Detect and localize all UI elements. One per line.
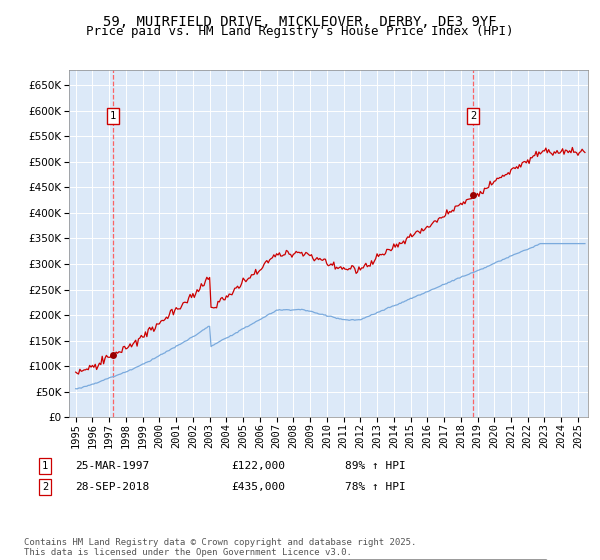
Text: 59, MUIRFIELD DRIVE, MICKLEOVER, DERBY, DE3 9YF: 59, MUIRFIELD DRIVE, MICKLEOVER, DERBY, …	[103, 15, 497, 29]
Text: 25-MAR-1997: 25-MAR-1997	[75, 461, 149, 471]
Text: £435,000: £435,000	[231, 482, 285, 492]
Text: 78% ↑ HPI: 78% ↑ HPI	[345, 482, 406, 492]
Text: 2: 2	[470, 111, 476, 121]
Text: Price paid vs. HM Land Registry's House Price Index (HPI): Price paid vs. HM Land Registry's House …	[86, 25, 514, 38]
Text: Contains HM Land Registry data © Crown copyright and database right 2025.
This d: Contains HM Land Registry data © Crown c…	[24, 538, 416, 557]
Text: 89% ↑ HPI: 89% ↑ HPI	[345, 461, 406, 471]
Text: 2: 2	[42, 482, 48, 492]
Legend: 59, MUIRFIELD DRIVE, MICKLEOVER, DERBY, DE3 9YF (detached house), HPI: Average p: 59, MUIRFIELD DRIVE, MICKLEOVER, DERBY, …	[110, 559, 547, 560]
Text: 28-SEP-2018: 28-SEP-2018	[75, 482, 149, 492]
Text: £122,000: £122,000	[231, 461, 285, 471]
Text: 1: 1	[110, 111, 116, 121]
Text: 1: 1	[42, 461, 48, 471]
